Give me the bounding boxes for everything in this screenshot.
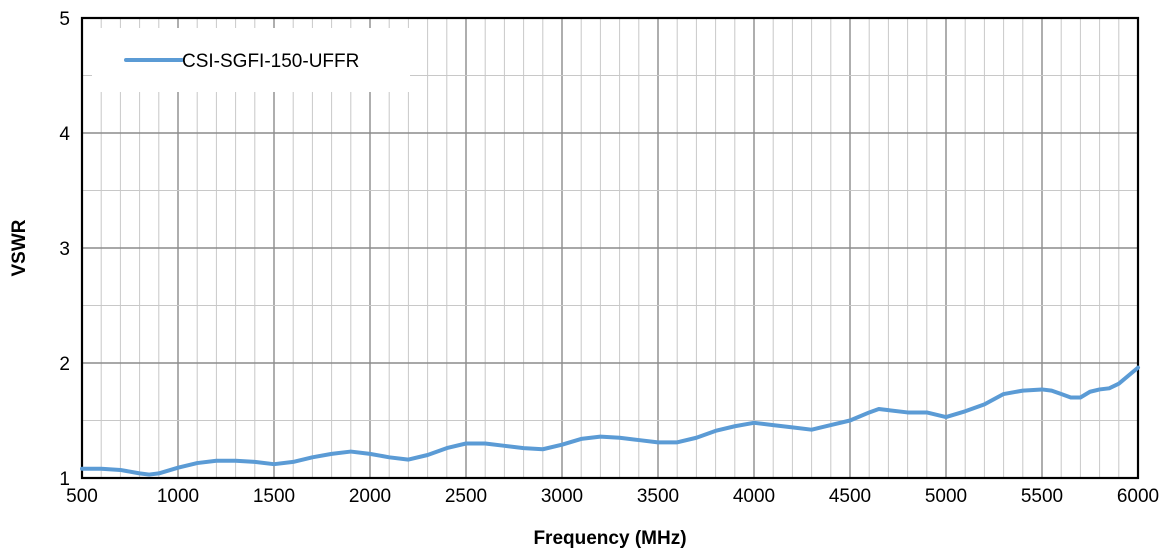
x-tick-label: 1000 [157, 486, 199, 507]
x-tick-label: 1500 [253, 486, 295, 507]
x-tick-label: 5500 [1021, 486, 1063, 507]
x-tick-label: 4500 [829, 486, 871, 507]
y-tick-label: 3 [59, 239, 70, 260]
x-tick-label: 2000 [349, 486, 391, 507]
y-axis-title: VSWR [9, 219, 30, 276]
y-tick-label: 4 [59, 124, 70, 145]
axis-frame [80, 16, 1140, 480]
plot-frame [80, 16, 1140, 480]
x-tick-label: 4000 [733, 486, 775, 507]
legend-label: CSI-SGFI-150-UFFR [182, 51, 359, 72]
series-layer [80, 365, 1140, 477]
y-tick-label: 1 [59, 469, 70, 490]
x-tick-label: 6000 [1117, 486, 1159, 507]
x-tick-label: 3000 [541, 486, 583, 507]
x-tick-label: 2500 [445, 486, 487, 507]
x-tick-label: 5000 [925, 486, 967, 507]
x-tick-label: 3500 [637, 486, 679, 507]
y-tick-label: 5 [59, 9, 70, 30]
x-tick-label: 500 [66, 486, 98, 507]
y-tick-label: 2 [59, 354, 70, 375]
tick-labels: 500 1000 1500 2000 2500 3000 3500 4000 4500 5000 5… [59, 9, 1159, 507]
x-axis-title: Frequency (MHz) [533, 528, 686, 549]
legend: CSI-SGFI-150-UFFR [92, 28, 410, 92]
series-line [80, 365, 1140, 477]
